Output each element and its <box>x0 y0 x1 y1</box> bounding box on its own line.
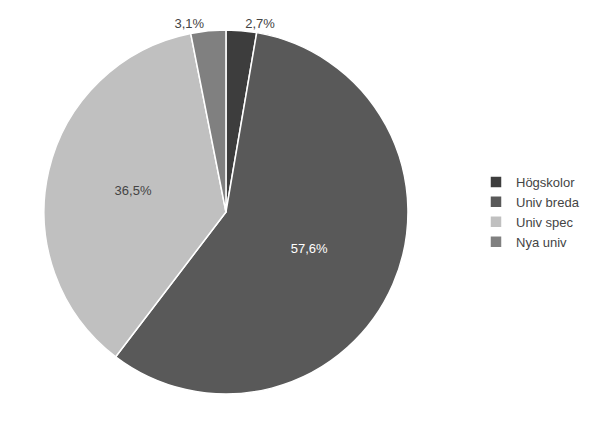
svg-text:57,6%: 57,6% <box>291 241 328 256</box>
svg-text:Univ breda: Univ breda <box>516 195 580 210</box>
svg-text:Univ spec: Univ spec <box>516 215 574 230</box>
svg-text:Nya univ: Nya univ <box>516 235 567 250</box>
svg-text:2,7%: 2,7% <box>245 16 275 31</box>
svg-text:36,5%: 36,5% <box>115 183 152 198</box>
svg-text:3,1%: 3,1% <box>174 16 204 31</box>
svg-text:Högskolor: Högskolor <box>516 175 575 190</box>
